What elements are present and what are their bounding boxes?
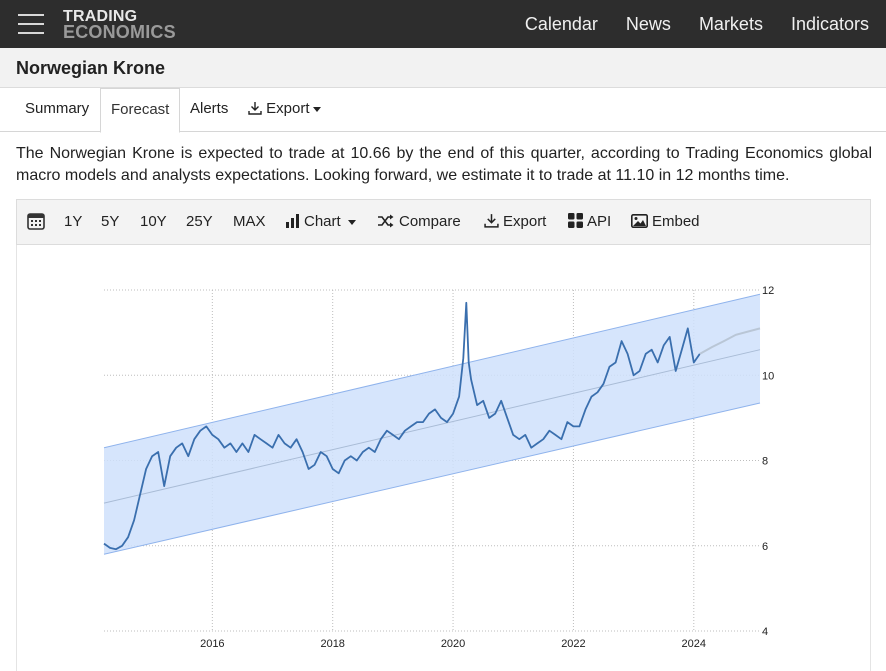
chevron-down-icon: [312, 106, 321, 112]
hamburger-menu-icon[interactable]: [18, 14, 44, 34]
page-title: Norwegian Krone: [16, 58, 166, 78]
confidence-band: [103, 293, 761, 555]
price-chart: 4 6 8 10 12 2016 2018 2020 2022 2024: [103, 285, 774, 650]
history-line: [103, 301, 701, 551]
tab-export-label: Export: [266, 100, 310, 117]
chart-toolbar: 1Y 5Y 10Y 25Y MAX Chart Compare Export A…: [16, 199, 871, 245]
y-tick-label: 6: [762, 541, 768, 553]
x-tick-label: 2018: [320, 638, 344, 650]
x-tick-label: 2020: [441, 638, 465, 650]
export-label: Export: [503, 213, 547, 230]
api-button[interactable]: API: [568, 200, 611, 244]
tab-bar: Summary Forecast Alerts Export: [0, 88, 886, 133]
bar-chart-icon: [286, 213, 299, 228]
trend-line: [103, 349, 761, 504]
range-5y-button[interactable]: 5Y: [101, 213, 120, 230]
band-upper-edge: [103, 293, 761, 449]
band-area: [104, 294, 760, 555]
top-navbar: TRADING ECONOMICS Calendar News Markets …: [0, 0, 886, 48]
chevron-down-icon: [347, 219, 356, 225]
site-logo[interactable]: TRADING ECONOMICS: [63, 8, 176, 42]
x-tick-label: 2024: [682, 638, 706, 650]
download-icon: [248, 101, 262, 115]
calendar-icon: [27, 212, 45, 230]
forecast-line: [699, 327, 761, 355]
axis-ticks: 4 6 8 10 12 2016 2018 2020 2022 2024: [200, 285, 774, 650]
chart-container: 4 6 8 10 12 2016 2018 2020 2022 2024: [16, 245, 871, 671]
band-lower-edge: [103, 402, 761, 555]
tab-forecast[interactable]: Forecast: [100, 88, 181, 133]
range-1y-button[interactable]: 1Y: [64, 213, 83, 230]
tab-summary[interactable]: Summary: [15, 88, 99, 132]
range-max-button[interactable]: MAX: [233, 213, 266, 230]
y-tick-label: 8: [762, 456, 768, 468]
logo-line-2: ECONOMICS: [63, 22, 176, 42]
x-tick-label: 2022: [561, 638, 585, 650]
download-icon: [484, 214, 499, 228]
logo-line-1: TRADING: [63, 8, 138, 25]
range-10y-button[interactable]: 10Y: [140, 213, 167, 230]
embed-label: Embed: [652, 213, 700, 230]
shuffle-icon: [378, 214, 394, 228]
title-bar: Norwegian Krone: [0, 48, 886, 88]
api-label: API: [587, 213, 612, 230]
nav-indicators[interactable]: Indicators: [790, 13, 869, 34]
nav-news[interactable]: News: [625, 13, 671, 34]
chart-type-button[interactable]: Chart: [285, 200, 356, 244]
image-icon: [631, 213, 648, 228]
y-tick-label: 12: [762, 285, 774, 297]
top-nav-links: Calendar News Markets Indicators: [525, 0, 886, 48]
x-tick-label: 2016: [200, 638, 224, 650]
export-button[interactable]: Export: [484, 200, 546, 244]
tab-alerts-label: Alerts: [190, 100, 229, 117]
range-25y-button[interactable]: 25Y: [186, 213, 213, 230]
tab-export[interactable]: Export: [238, 88, 331, 132]
chart-lines: [103, 301, 761, 551]
chart-type-label: Chart: [304, 213, 341, 230]
date-picker-button[interactable]: [27, 200, 49, 244]
nav-calendar[interactable]: Calendar: [524, 13, 598, 34]
compare-label: Compare: [399, 213, 461, 230]
nav-markets[interactable]: Markets: [698, 13, 763, 34]
tab-summary-label: Summary: [25, 100, 90, 117]
grid-icon: [568, 213, 583, 229]
compare-button[interactable]: Compare: [377, 200, 461, 244]
y-tick-label: 4: [762, 626, 768, 638]
y-tick-label: 10: [762, 370, 774, 382]
embed-button[interactable]: Embed: [631, 200, 700, 244]
tab-forecast-label: Forecast: [111, 101, 170, 118]
tab-alerts[interactable]: Alerts: [180, 88, 238, 132]
forecast-description: The Norwegian Krone is expected to trade…: [16, 145, 872, 184]
